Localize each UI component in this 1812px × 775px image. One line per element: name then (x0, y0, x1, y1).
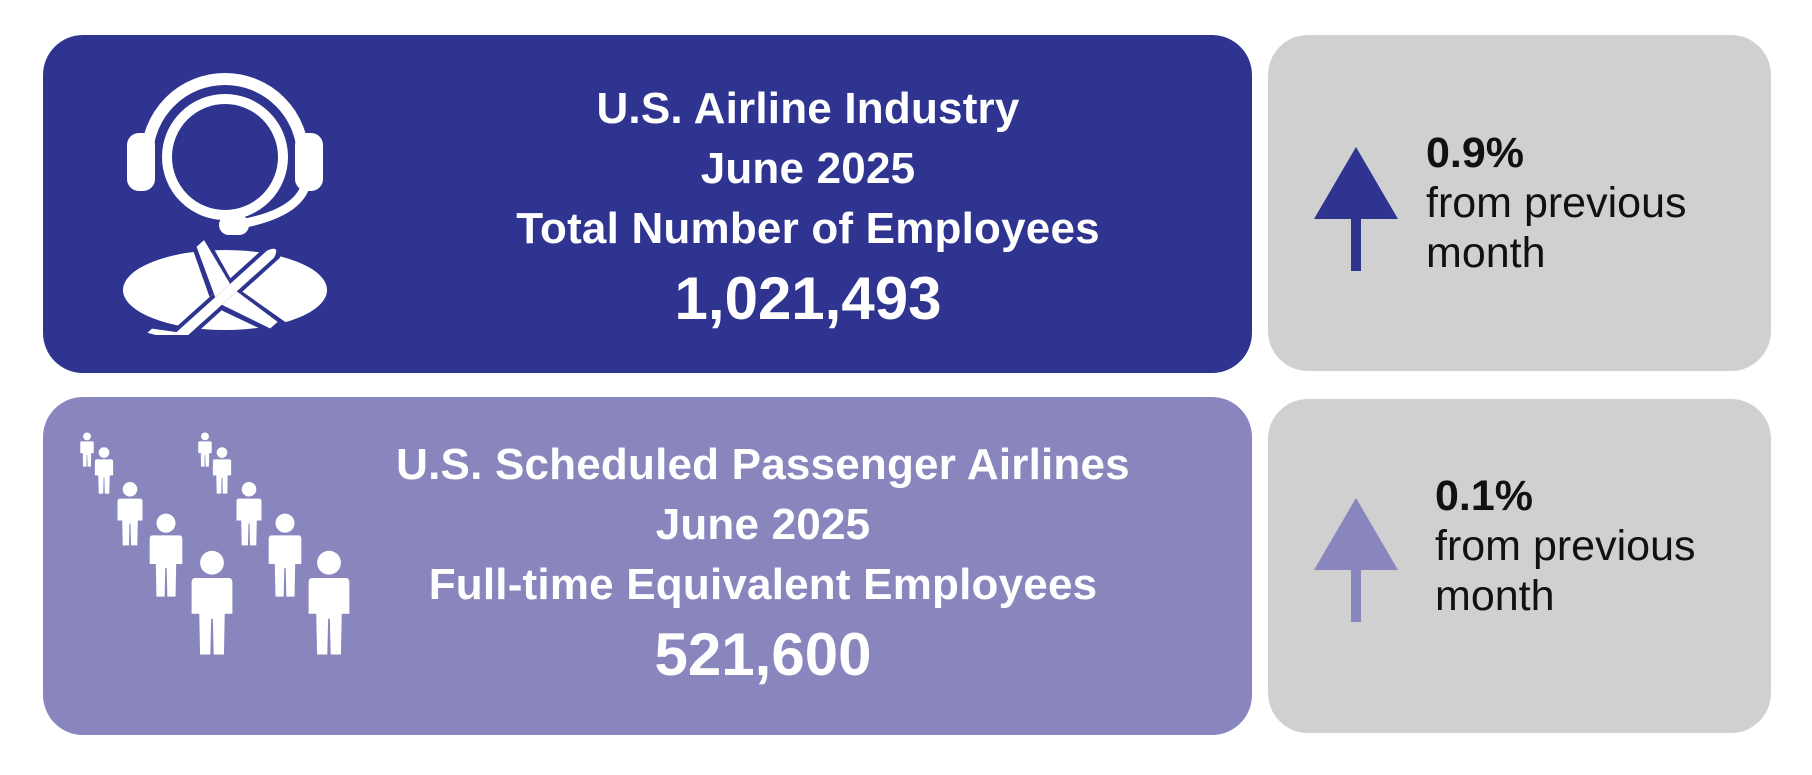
industry-title: U.S. Airline Industry (596, 84, 1020, 133)
industry-text: U.S. Airline Industry June 2025 Total Nu… (423, 79, 1193, 329)
industry-value: 1,021,493 (674, 265, 942, 332)
up-arrow-icon (1314, 498, 1398, 622)
industry-metric: Total Number of Employees (516, 204, 1100, 253)
industry-period: June 2025 (700, 144, 916, 193)
passenger-employees-card: U.S. Scheduled Passenger Airlines June 2… (43, 397, 1252, 735)
up-arrow-icon (1314, 147, 1398, 271)
passenger-period: June 2025 (655, 500, 871, 549)
industry-change-text: 0.9% from previous month (1426, 128, 1746, 278)
industry-change-card: 0.9% from previous month (1268, 35, 1771, 371)
industry-change-label: from previous month (1426, 179, 1687, 277)
headset-airplane-icon (123, 73, 327, 335)
passenger-change-percent: 0.1% (1435, 472, 1534, 520)
industry-employees-card: U.S. Airline Industry June 2025 Total Nu… (43, 35, 1252, 373)
passenger-value: 521,600 (654, 621, 872, 688)
passenger-title: U.S. Scheduled Passenger Airlines (396, 440, 1130, 489)
industry-change-percent: 0.9% (1426, 129, 1525, 177)
passenger-change-label: from previous month (1435, 522, 1696, 620)
passenger-text: U.S. Scheduled Passenger Airlines June 2… (333, 435, 1193, 685)
passenger-change-text: 0.1% from previous month (1435, 471, 1755, 621)
passenger-change-card: 0.1% from previous month (1268, 399, 1771, 733)
passenger-metric: Full-time Equivalent Employees (428, 560, 1098, 609)
